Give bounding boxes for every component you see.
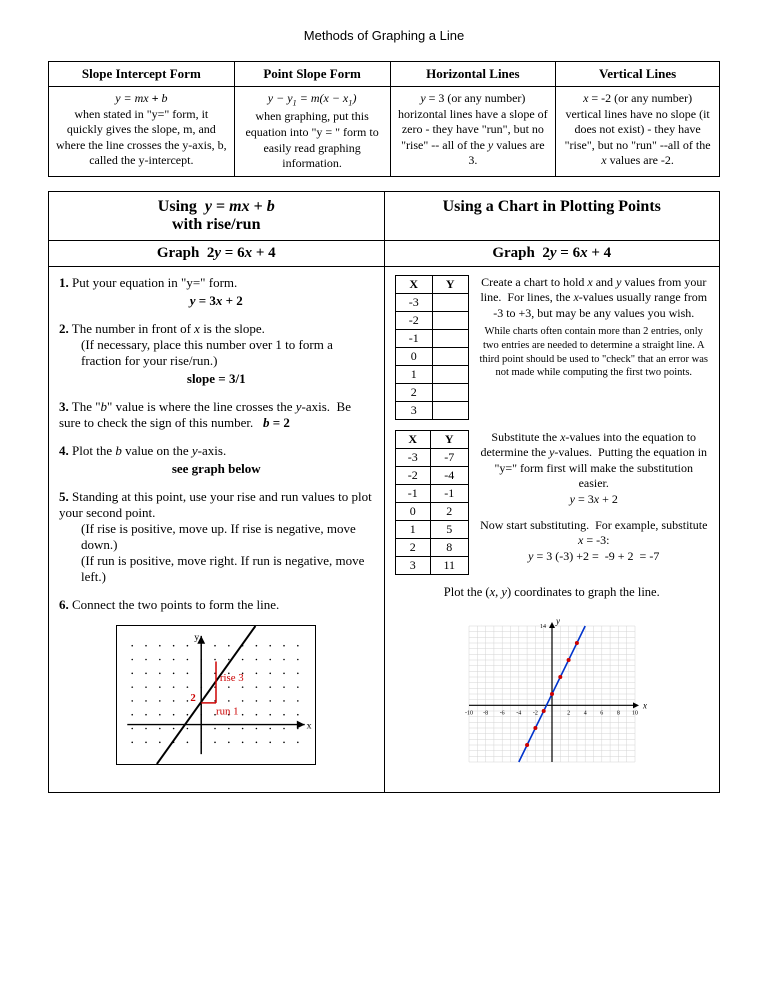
right-section-title: Using a Chart in Plotting Points bbox=[385, 192, 720, 222]
left-section-title: Using y = mx + bwith rise/run bbox=[49, 192, 384, 240]
svg-text:2: 2 bbox=[191, 692, 196, 704]
svg-text:-4: -4 bbox=[516, 710, 521, 716]
step-6: 6. Connect the two points to form the li… bbox=[59, 597, 374, 613]
svg-text:6: 6 bbox=[600, 710, 603, 716]
eq-point-slope: y − y1 = m(x − x1) bbox=[241, 91, 384, 109]
left-graph-title: Graph 2y = 6x + 4 bbox=[49, 241, 384, 267]
eq-vertical: x = -2 (or any number) bbox=[562, 91, 713, 107]
rise-run-diagram: x y 2 rise 3 run 1 bbox=[116, 625, 316, 765]
td-point-slope: y − y1 = m(x − x1) when graphing, put th… bbox=[234, 87, 390, 177]
svg-text:10: 10 bbox=[632, 710, 638, 716]
svg-text:rise 3: rise 3 bbox=[220, 672, 244, 684]
svg-text:-8: -8 bbox=[483, 710, 488, 716]
left-body-cell: Graph 2y = 6x + 4 1. Put your equation i… bbox=[49, 240, 385, 792]
desc-horizontal: horizontal lines have a slope of zero - … bbox=[397, 107, 550, 169]
desc-vertical: vertical lines have no slope (it does no… bbox=[562, 107, 713, 169]
svg-text:-2: -2 bbox=[533, 710, 538, 716]
left-title-cell: Using y = mx + bwith rise/run bbox=[49, 191, 385, 240]
th-slope-intercept: Slope Intercept Form bbox=[49, 62, 235, 87]
svg-text:-10: -10 bbox=[465, 710, 473, 716]
svg-text:y: y bbox=[195, 631, 200, 642]
svg-text:14: 14 bbox=[540, 624, 546, 630]
right-graph-title: Graph 2y = 6x + 4 bbox=[385, 241, 720, 267]
step-4: 4. Plot the b value on the y-axis. see g… bbox=[59, 443, 374, 477]
svg-text:2: 2 bbox=[567, 710, 570, 716]
td-vertical: x = -2 (or any number) vertical lines ha… bbox=[556, 87, 720, 177]
th-horizontal: Horizontal Lines bbox=[390, 62, 556, 87]
chart-desc-1: Create a chart to hold x and y values fr… bbox=[479, 275, 710, 380]
desc-point-slope: when graphing, put this equation into "y… bbox=[241, 109, 384, 171]
xy-table-filled: XY -3-7-2-4-1-1021528311 bbox=[395, 430, 469, 575]
td-slope-intercept: y = mx + b when stated in "y=" form, it … bbox=[49, 87, 235, 177]
right-body-cell: Graph 2y = 6x + 4 XY -3 -2 -1 0 1 2 3 Cr… bbox=[384, 240, 720, 792]
chart-desc-2: Substitute the x-values into the equatio… bbox=[479, 430, 710, 565]
eq-slope-intercept: y = mx + b bbox=[55, 91, 228, 107]
step-5: 5. Standing at this point, use your rise… bbox=[59, 489, 374, 585]
xy-table-blank: XY -3 -2 -1 0 1 2 3 bbox=[395, 275, 469, 420]
td-horizontal: y = 3 (or any number) horizontal lines h… bbox=[390, 87, 556, 177]
svg-text:y: y bbox=[555, 616, 560, 626]
page-title: Methods of Graphing a Line bbox=[48, 28, 720, 43]
plot-caption: Plot the (x, y) coordinates to graph the… bbox=[395, 585, 710, 600]
eq-horizontal: y = 3 (or any number) bbox=[397, 91, 550, 107]
coordinate-graph: -10 -8 -6 -4 -2 2 4 6 8 10 14 x y bbox=[447, 604, 657, 784]
th-point-slope: Point Slope Form bbox=[234, 62, 390, 87]
svg-text:x: x bbox=[307, 720, 312, 731]
svg-text:run 1: run 1 bbox=[216, 705, 239, 717]
svg-text:8: 8 bbox=[617, 710, 620, 716]
step-3: 3. The "b" value is where the line cross… bbox=[59, 399, 374, 431]
th-vertical: Vertical Lines bbox=[556, 62, 720, 87]
right-title-cell: Using a Chart in Plotting Points bbox=[384, 191, 720, 240]
step-2: 2. The number in front of x is the slope… bbox=[59, 321, 374, 387]
svg-text:4: 4 bbox=[583, 710, 586, 716]
main-methods-table: Using y = mx + bwith rise/run Using a Ch… bbox=[48, 191, 720, 793]
definitions-table: Slope Intercept Form Point Slope Form Ho… bbox=[48, 61, 720, 177]
svg-text:-6: -6 bbox=[499, 710, 504, 716]
step-1: 1. Put your equation in "y=" form. y = 3… bbox=[59, 275, 374, 309]
svg-text:x: x bbox=[642, 700, 647, 710]
desc-slope-intercept: when stated in "y=" form, it quickly giv… bbox=[55, 107, 228, 169]
